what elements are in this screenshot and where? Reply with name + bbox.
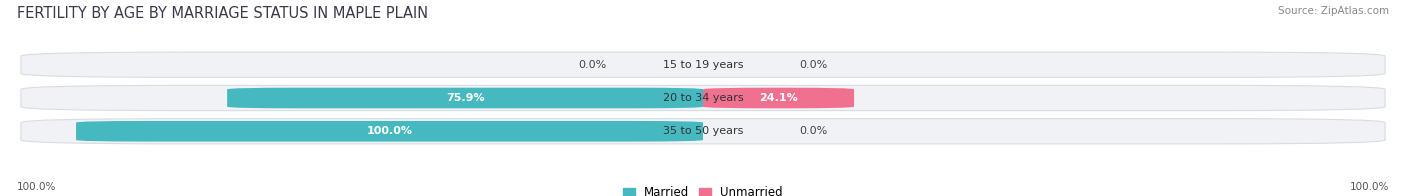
FancyBboxPatch shape [703,88,853,108]
Text: 15 to 19 years: 15 to 19 years [662,60,744,70]
Text: 0.0%: 0.0% [800,126,828,136]
Text: 100.0%: 100.0% [1350,182,1389,192]
Text: 35 to 50 years: 35 to 50 years [662,126,744,136]
Text: 75.9%: 75.9% [446,93,485,103]
FancyBboxPatch shape [21,119,1385,144]
Text: 0.0%: 0.0% [578,60,606,70]
FancyBboxPatch shape [76,121,703,142]
Text: 0.0%: 0.0% [800,60,828,70]
FancyBboxPatch shape [21,52,1385,77]
Text: 100.0%: 100.0% [367,126,412,136]
Text: 24.1%: 24.1% [759,93,799,103]
Text: 20 to 34 years: 20 to 34 years [662,93,744,103]
Legend: Married, Unmarried: Married, Unmarried [619,182,787,196]
FancyBboxPatch shape [228,88,703,108]
Text: Source: ZipAtlas.com: Source: ZipAtlas.com [1278,6,1389,16]
Text: 100.0%: 100.0% [17,182,56,192]
Text: FERTILITY BY AGE BY MARRIAGE STATUS IN MAPLE PLAIN: FERTILITY BY AGE BY MARRIAGE STATUS IN M… [17,6,427,21]
FancyBboxPatch shape [21,85,1385,111]
